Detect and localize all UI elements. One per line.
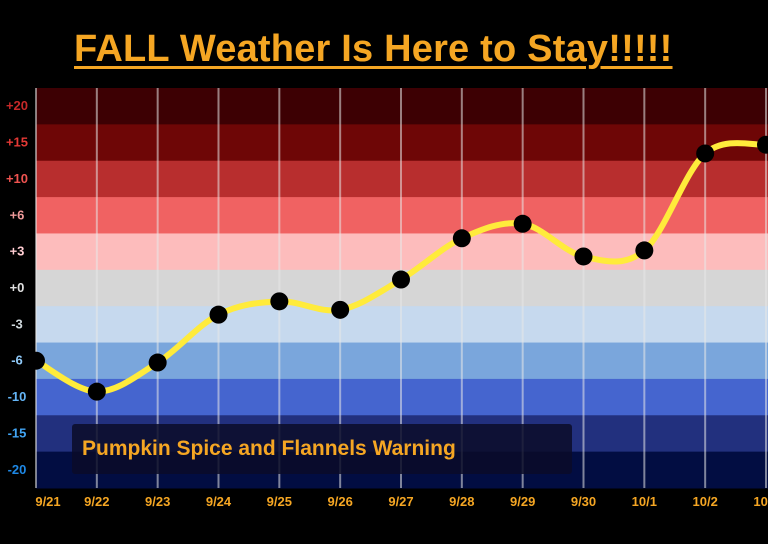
y-tick-label: -10 — [8, 389, 27, 404]
x-tick-label: 9/22 — [84, 494, 109, 509]
annotation-text: Pumpkin Spice and Flannels Warning — [82, 437, 456, 460]
data-point — [574, 247, 593, 266]
x-tick-label: 10/1 — [632, 494, 657, 509]
data-point — [209, 305, 228, 324]
data-point — [27, 351, 45, 370]
x-tick-label: 9/27 — [388, 494, 413, 509]
data-markers — [27, 135, 768, 401]
data-point — [452, 229, 471, 248]
y-tick-label: -6 — [11, 353, 23, 368]
y-tick-label: +0 — [10, 280, 25, 295]
y-tick-label: -3 — [11, 316, 23, 331]
x-tick-label: 9/28 — [449, 494, 474, 509]
x-tick-label: 9/25 — [267, 494, 292, 509]
data-point — [635, 241, 654, 260]
y-tick-label: -15 — [8, 425, 27, 440]
x-tick-label: 9/30 — [571, 494, 596, 509]
data-point — [331, 300, 350, 319]
y-tick-label: +15 — [6, 135, 28, 150]
x-tick-label: 9/29 — [510, 494, 535, 509]
y-tick-label: +6 — [10, 207, 25, 222]
data-point — [148, 353, 167, 372]
data-point — [270, 292, 289, 311]
x-tick-label: 10/3 — [753, 494, 768, 509]
x-tick-label: 9/23 — [145, 494, 170, 509]
annotation-box: Pumpkin Spice and Flannels Warning — [72, 424, 572, 474]
x-tick-label: 9/24 — [206, 494, 232, 509]
x-tick-label: 10/2 — [693, 494, 718, 509]
data-point — [87, 382, 106, 401]
data-point — [757, 135, 768, 154]
y-tick-label: +10 — [6, 171, 28, 186]
x-axis-ticks: 9/21 9/22 9/23 9/24 9/25 9/26 9/27 9/28 9/29 9/30… — [35, 494, 768, 509]
x-tick-label: 9/21 — [35, 494, 60, 509]
y-tick-label: +3 — [10, 244, 25, 259]
x-tick-label: 9/26 — [328, 494, 353, 509]
chart-title: FALL Weather Is Here to Stay!!!!! — [74, 28, 673, 70]
grid-lines — [35, 88, 767, 488]
data-point — [513, 214, 532, 233]
y-tick-label: +20 — [6, 98, 28, 113]
data-point — [696, 144, 715, 163]
y-axis-ticks: +20 +15 +10 +6 +3 +0 -3 -6 -10 -15 -20 — [6, 98, 28, 477]
data-point — [392, 270, 410, 289]
y-tick-label: -20 — [8, 462, 27, 477]
